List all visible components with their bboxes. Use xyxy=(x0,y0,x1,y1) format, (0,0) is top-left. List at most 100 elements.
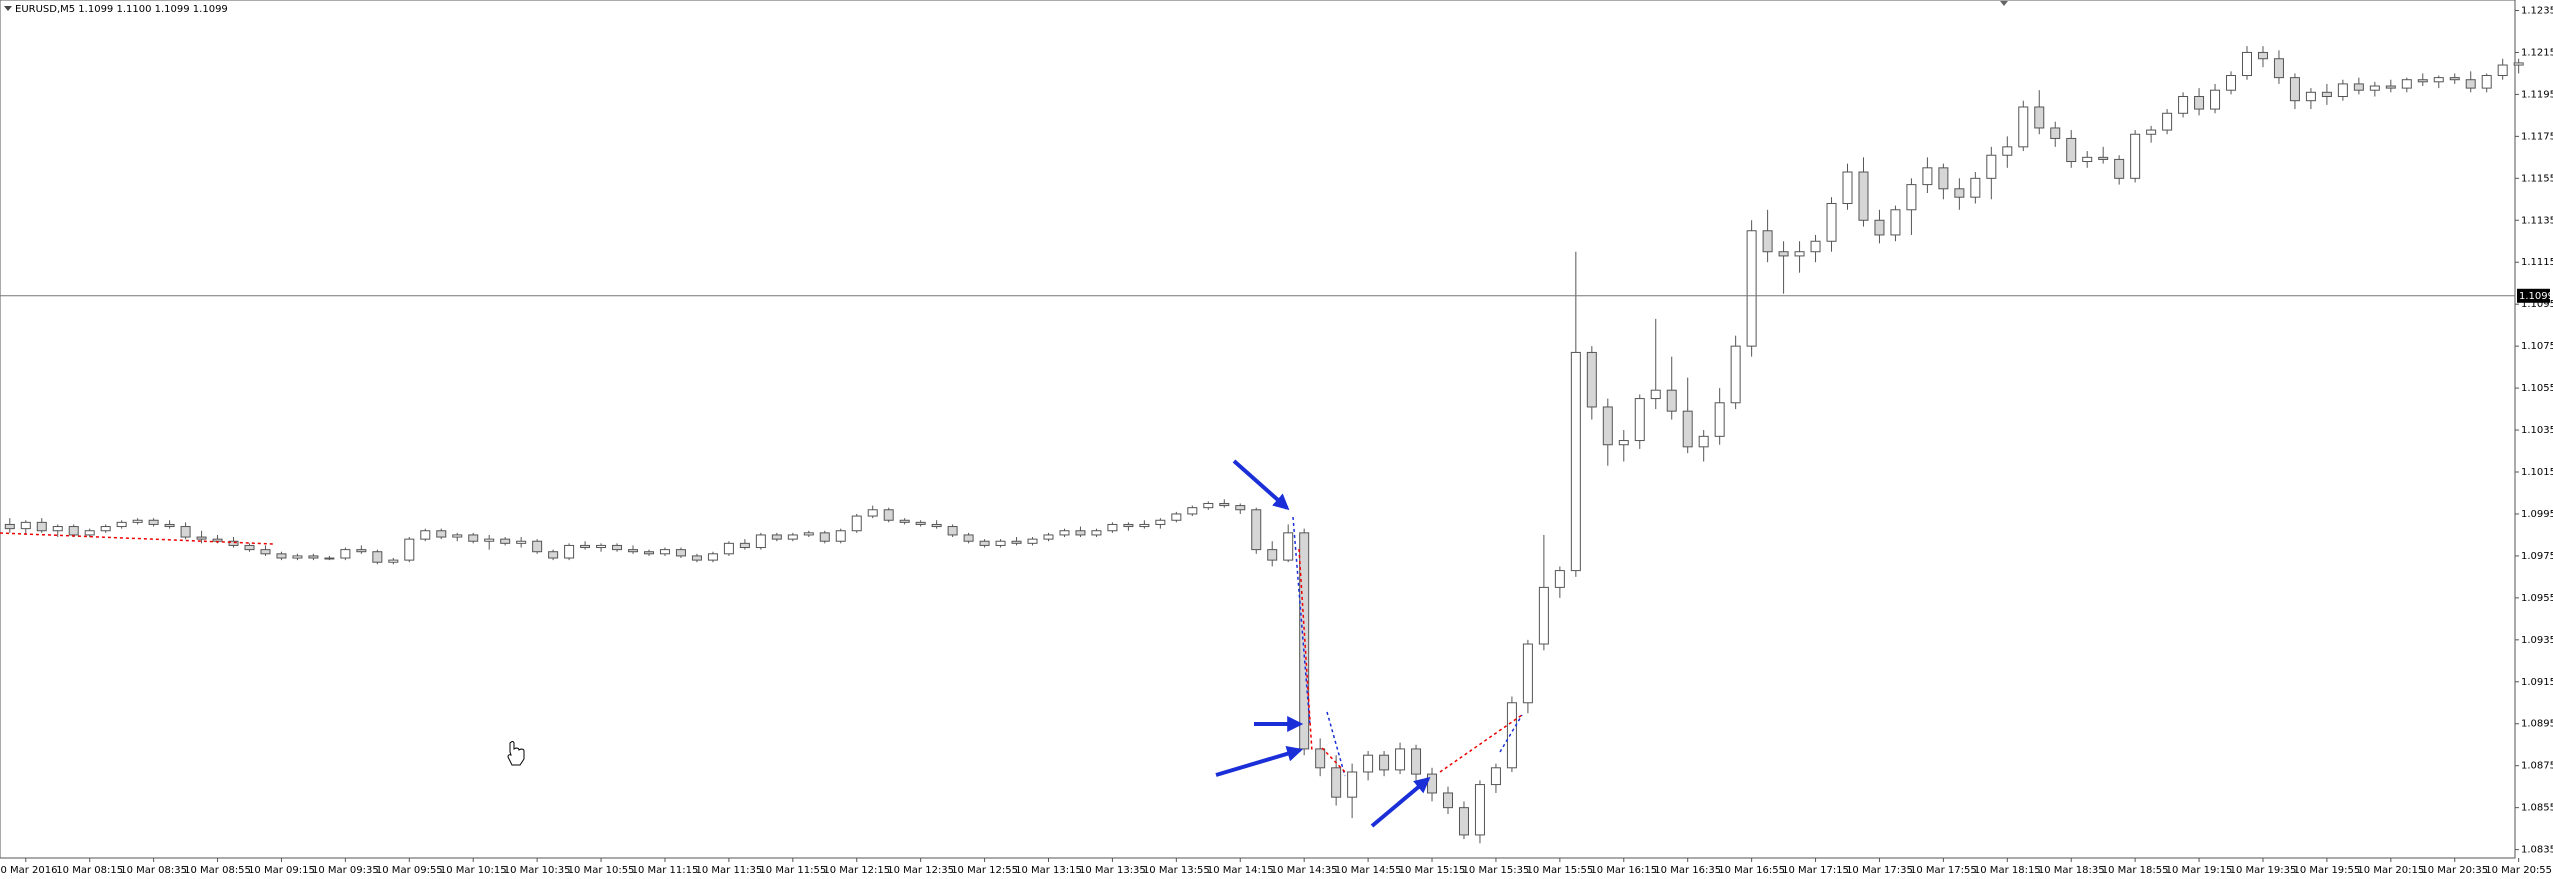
last-price-box xyxy=(2517,288,2550,303)
x-tick-label: 10 Mar 08:55 xyxy=(184,865,251,876)
candle-body xyxy=(100,526,111,532)
y-tick-label: 1.1095 xyxy=(2521,299,2553,310)
candle-body xyxy=(1602,406,1613,446)
trade-line xyxy=(1439,714,1523,773)
candle-body xyxy=(1538,586,1549,645)
arrow xyxy=(1215,745,1304,777)
candle-body xyxy=(755,534,766,549)
candle-body xyxy=(500,538,511,544)
candle-body xyxy=(1842,171,1853,204)
candle-body xyxy=(1443,792,1453,809)
candle-body xyxy=(2417,79,2428,83)
candle-body xyxy=(1027,538,1038,544)
candle-body xyxy=(2337,83,2348,97)
candle-body xyxy=(979,540,990,546)
candle-body xyxy=(899,519,910,523)
y-tick-label: 1.1195 xyxy=(2521,89,2553,100)
candle-body xyxy=(340,549,351,559)
candle-body xyxy=(1379,754,1390,771)
x-tick-label: 10 Mar 09:35 xyxy=(312,865,379,876)
candle-body xyxy=(1283,532,1294,561)
candle-body xyxy=(1059,530,1070,536)
candle-body xyxy=(1395,748,1406,771)
candle-body xyxy=(2242,51,2252,77)
candle-body xyxy=(1187,507,1198,515)
menu-triangle[interactable] xyxy=(4,6,12,11)
candle-body xyxy=(1954,188,1965,198)
candle-body xyxy=(2178,95,2189,114)
candle-body xyxy=(1778,251,1789,257)
candle-body xyxy=(2210,89,2221,110)
candle-body xyxy=(2273,58,2284,79)
hand-cursor xyxy=(507,741,525,766)
candle-body xyxy=(2385,85,2396,89)
x-tick-label: 10 Mar 13:55 xyxy=(1143,865,1210,876)
candle-body xyxy=(276,553,287,559)
x-tick-label: 10 Mar 19:55 xyxy=(2294,865,2361,876)
y-tick-label: 1.1215 xyxy=(2521,47,2553,58)
trade-line xyxy=(1292,516,1311,727)
candle-body xyxy=(1890,209,1901,236)
y-tick-label: 1.0895 xyxy=(2521,719,2553,730)
x-tick-label: 10 Mar 2016 xyxy=(0,865,57,876)
candle-body xyxy=(2194,95,2205,110)
candle-body xyxy=(1107,523,1118,532)
y-tick-label: 1.1015 xyxy=(2521,467,2553,478)
candle-body xyxy=(1490,767,1501,786)
candle-body xyxy=(532,540,543,553)
x-tick-label: 10 Mar 11:15 xyxy=(632,865,699,876)
y-tick-label: 1.0875 xyxy=(2521,761,2553,772)
candle-body xyxy=(388,559,399,563)
candle-body xyxy=(1331,767,1342,798)
x-tick-label: 10 Mar 16:35 xyxy=(1654,865,1721,876)
x-tick-label: 10 Mar 11:35 xyxy=(696,865,763,876)
candle-body xyxy=(835,530,846,542)
chart-title: EURUSD,M5 1.1099 1.1100 1.1099 1.1099 xyxy=(15,4,228,15)
y-tick-label: 1.1035 xyxy=(2521,425,2553,436)
candle-body xyxy=(1155,519,1166,525)
x-tick-label: 10 Mar 10:55 xyxy=(568,865,635,876)
candle-body xyxy=(564,544,575,559)
candle-body xyxy=(1746,230,1757,347)
last-price-label: 1.1099 xyxy=(2519,291,2553,302)
candle-body xyxy=(4,523,15,530)
candle-body xyxy=(356,549,367,553)
candle-body xyxy=(1762,230,1773,253)
x-tick-label: 10 Mar 15:55 xyxy=(1526,865,1593,876)
y-tick-label: 1.0975 xyxy=(2521,551,2553,562)
x-tick-label: 10 Mar 17:55 xyxy=(1910,865,1977,876)
trade-line xyxy=(1499,714,1523,753)
candle-body xyxy=(212,538,223,542)
candles xyxy=(4,46,2524,844)
candle-body xyxy=(1810,240,1821,253)
candle-body xyxy=(659,549,670,555)
x-tick-label: 10 Mar 12:35 xyxy=(887,865,954,876)
candle-body xyxy=(2433,77,2444,83)
candle-body xyxy=(1474,784,1485,836)
candle-body xyxy=(1315,748,1326,769)
x-tick-label: 10 Mar 09:55 xyxy=(376,865,443,876)
candle-body xyxy=(1730,345,1741,404)
x-tick-label: 10 Mar 15:35 xyxy=(1463,865,1530,876)
candle-body xyxy=(2146,129,2157,135)
candle-body xyxy=(691,555,702,561)
candle-body xyxy=(644,551,654,555)
candle-body xyxy=(723,542,734,555)
candle-body xyxy=(404,538,415,561)
x-tick-label: 10 Mar 14:15 xyxy=(1207,865,1274,876)
candle-body xyxy=(1970,177,1981,198)
y-tick-label: 1.0935 xyxy=(2521,635,2553,646)
candle-body xyxy=(324,557,335,560)
x-tick-label: 10 Mar 14:55 xyxy=(1335,865,1402,876)
candle-body xyxy=(867,509,878,517)
candle-body xyxy=(739,542,750,549)
candle-body xyxy=(1794,251,1805,257)
candle-body xyxy=(180,526,191,538)
arrow xyxy=(1232,459,1290,511)
candle-body xyxy=(2162,112,2173,131)
candle-body xyxy=(628,549,639,553)
candle-body xyxy=(2018,106,2029,148)
plot-area xyxy=(0,0,2516,859)
